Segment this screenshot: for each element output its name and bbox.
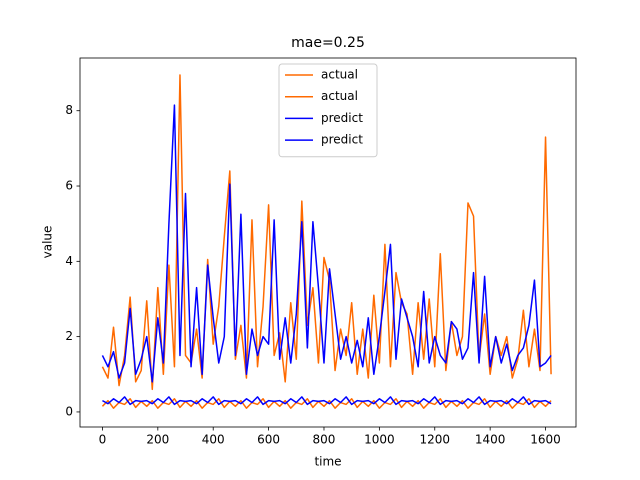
chart-title: mae=0.25 — [291, 35, 365, 51]
y-tick-label: 2 — [65, 329, 73, 343]
y-tick-label: 4 — [65, 254, 73, 268]
legend-label: predict — [321, 111, 363, 125]
x-tick-label: 0 — [99, 433, 107, 447]
y-tick-label: 8 — [65, 103, 73, 117]
x-axis-label: time — [314, 455, 341, 469]
x-tick-label: 1600 — [530, 433, 561, 447]
y-tick-label: 6 — [65, 179, 73, 193]
x-tick-label: 400 — [202, 433, 225, 447]
plot-area — [101, 74, 552, 409]
axes-frame — [79, 57, 577, 428]
legend-label: actual — [321, 68, 358, 82]
x-tick-label: 1000 — [364, 433, 395, 447]
x-tick-label: 1200 — [419, 433, 450, 447]
y-tick-label: 0 — [65, 404, 73, 418]
legend-label: predict — [321, 133, 363, 147]
legend-box — [278, 63, 378, 158]
legend-label: actual — [321, 89, 358, 103]
series-line — [102, 396, 552, 406]
series-line — [101, 104, 552, 383]
x-tick-label: 800 — [313, 433, 336, 447]
y-axis-label: value — [41, 226, 55, 259]
x-tick-label: 600 — [257, 433, 280, 447]
x-tick-label: 1400 — [475, 433, 506, 447]
x-tick-label: 200 — [146, 433, 169, 447]
